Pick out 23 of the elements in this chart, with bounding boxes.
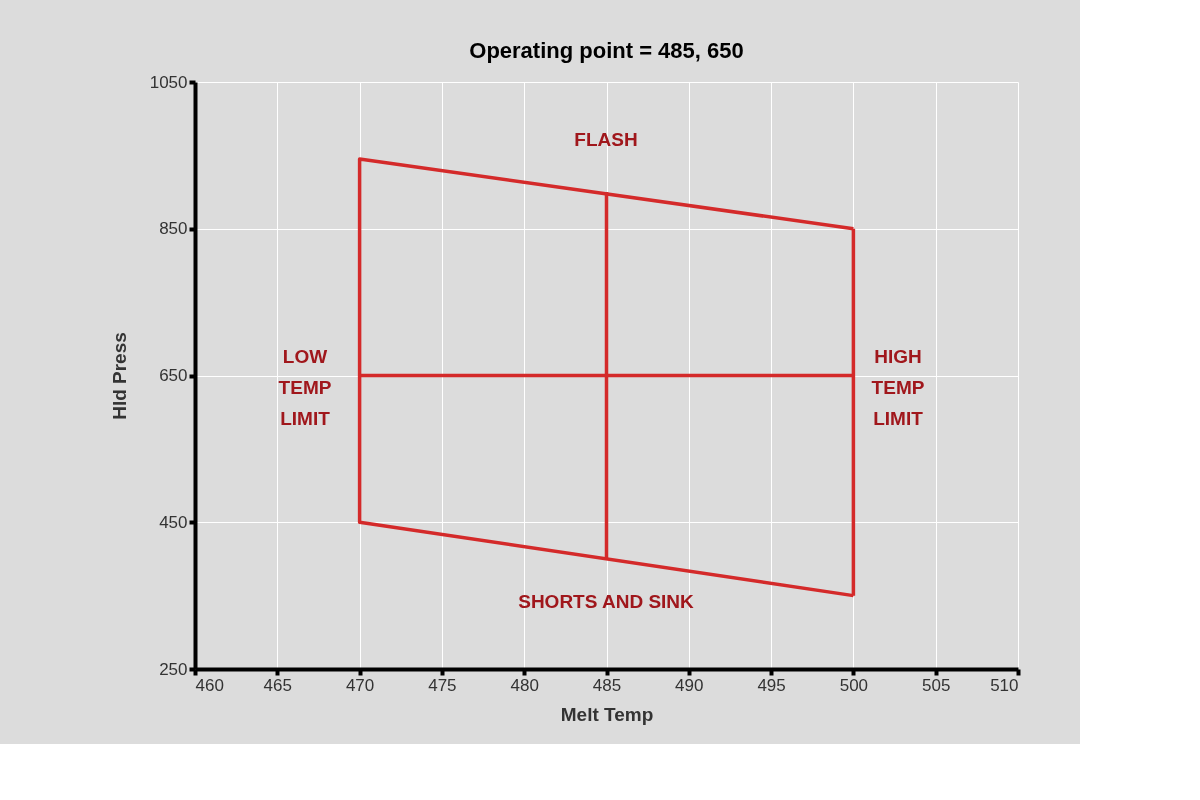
y-tick-label: 850 xyxy=(159,219,188,239)
annotation: SHORTS AND SINK xyxy=(518,591,695,612)
x-tick-label: 480 xyxy=(510,675,539,695)
x-tick-label: 505 xyxy=(922,675,951,695)
annotation: LOW TEMP LIMIT xyxy=(278,346,332,429)
y-tick-label: 250 xyxy=(159,659,188,679)
annotation: HIGH TEMP LIMIT xyxy=(871,346,925,429)
x-tick-label: 485 xyxy=(592,675,622,695)
x-tick-label: 500 xyxy=(839,675,869,695)
x-tick-label: 490 xyxy=(675,675,704,695)
y-axis-title: Hld Press xyxy=(108,332,130,420)
x-tick-label: 510 xyxy=(990,675,1019,695)
x-tick-label: 465 xyxy=(263,675,292,695)
y-tick-label: 1050 xyxy=(149,72,188,92)
x-tick-label: 495 xyxy=(757,675,786,695)
x-tick-label: 470 xyxy=(345,675,375,695)
y-tick-label: 650 xyxy=(159,366,188,385)
chart-title: Operating point = 485, 650 xyxy=(469,38,744,63)
x-tick-label: 460 xyxy=(195,675,224,695)
x-axis-title: Melt Temp xyxy=(560,703,654,725)
y-tick-label: 450 xyxy=(159,512,188,532)
annotation: FLASH xyxy=(574,129,638,150)
x-tick-label: 475 xyxy=(428,675,457,695)
